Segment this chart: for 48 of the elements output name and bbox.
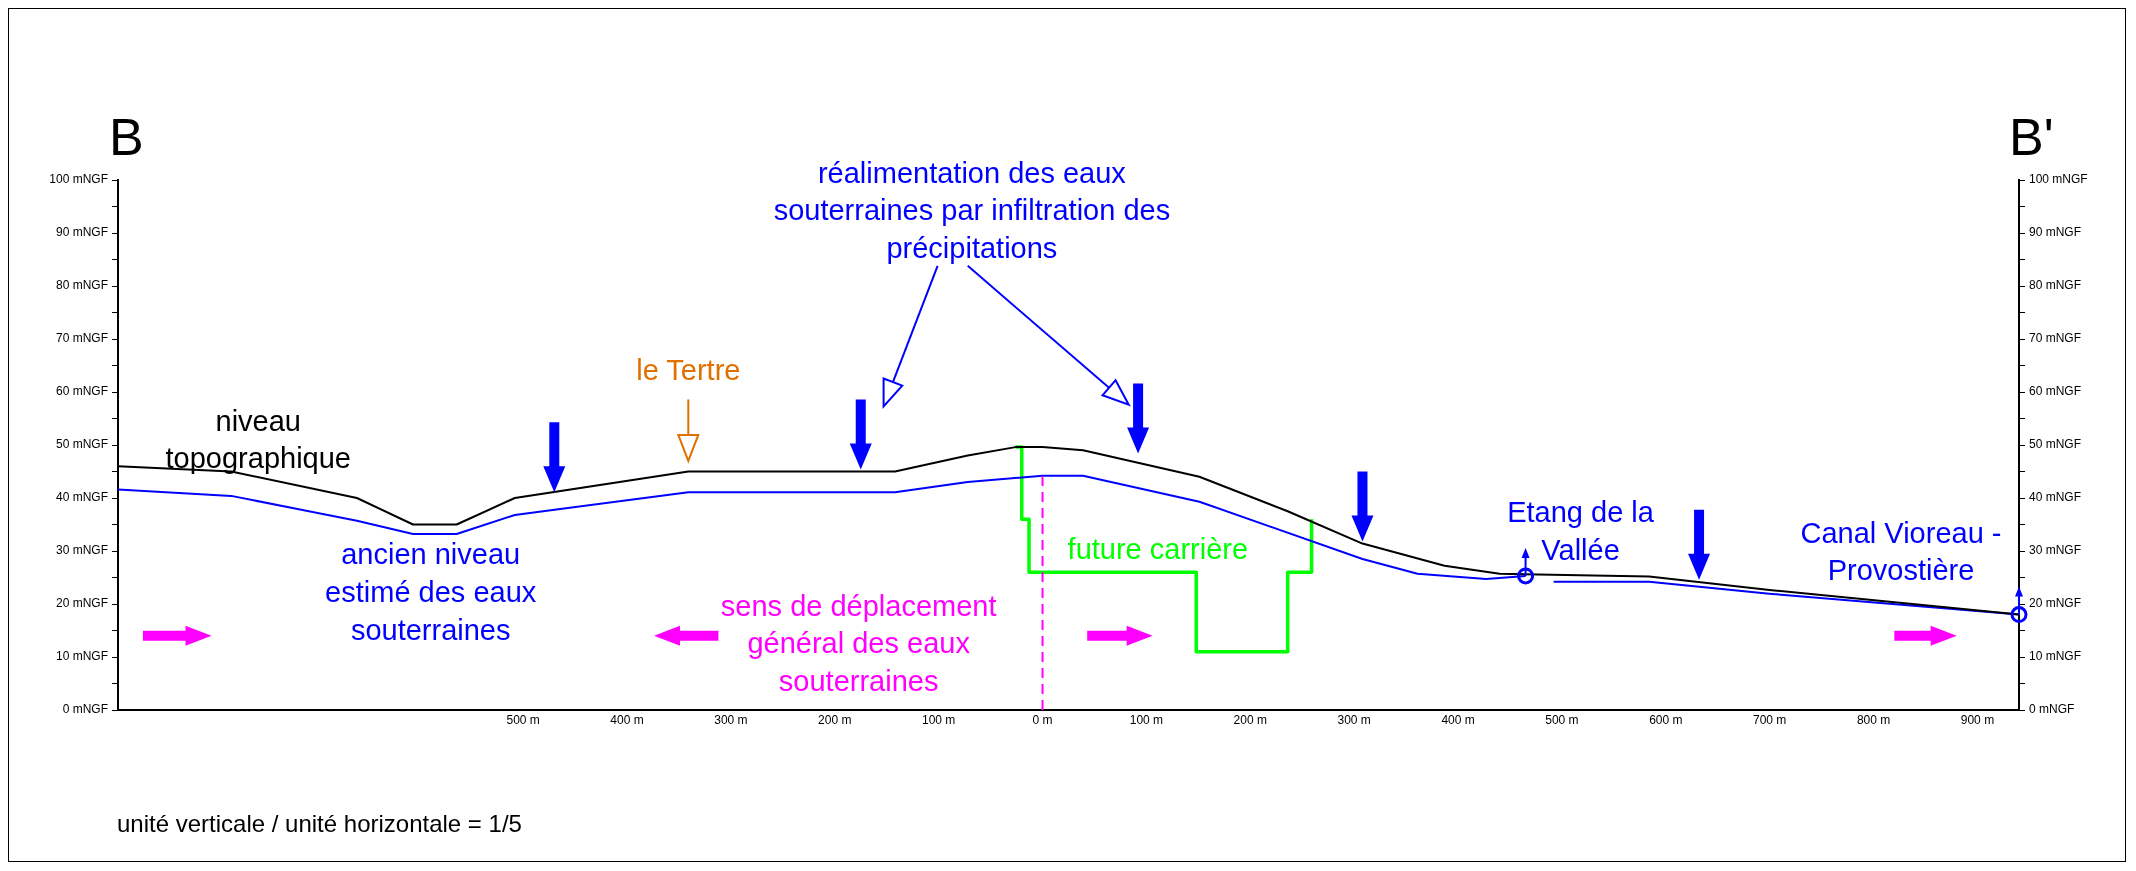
x-tick-label: 0 m [1032, 712, 1053, 727]
x-tick-label: 800 m [1856, 712, 1891, 727]
x-tick-label: 700 m [1753, 712, 1787, 727]
x-tick-label: 400 m [1441, 712, 1475, 727]
y2-tick-label: 40 mNGF [2029, 490, 2082, 505]
y-tick-label: 20 mNGF [55, 596, 108, 611]
annotation: réalimentation des eaux souterraines par infiltration des précipitations [773, 156, 1171, 265]
y-tick-label: 70 mNGF [55, 331, 108, 346]
text: B' [2009, 108, 2054, 167]
y-tick-label: 100 mNGF [49, 172, 108, 187]
annotation: Etang de la Vallée [1507, 495, 1655, 566]
y-tick-label: 80 mNGF [55, 278, 108, 293]
x-tick-label: 600 m [1649, 712, 1683, 727]
x-tick-label: 100 m [921, 712, 956, 727]
y-tick-label: 30 mNGF [55, 543, 108, 558]
y2-tick-label: 50 mNGF [2029, 437, 2082, 452]
x-tick-label: 400 m [610, 712, 644, 727]
x-tick-label: 200 m [1233, 712, 1267, 727]
x-tick-label: 900 m [1960, 712, 1995, 727]
y-tick-label: 60 mNGF [55, 384, 108, 399]
y-tick-label: 90 mNGF [55, 225, 108, 240]
y-tick-label: 10 mNGF [55, 649, 108, 664]
y2-tick-label: 90 mNGF [2029, 225, 2082, 240]
y-tick-label: 50 mNGF [55, 437, 108, 452]
series-label: ancien niveau estimé des eaux souterraines [325, 538, 537, 646]
x-tick-label: 100 m [1129, 712, 1164, 727]
annotation: le Tertre [636, 353, 741, 386]
series-label: niveau topographique [165, 404, 351, 475]
y2-tick-label: 60 mNGF [2029, 384, 2082, 399]
x-tick-label: 300 m [1337, 712, 1371, 727]
y2-tick-label: 30 mNGF [2029, 543, 2082, 558]
y2-tick-label: 20 mNGF [2029, 596, 2082, 611]
y2-tick-label: 10 mNGF [2029, 649, 2082, 664]
series-label: future carrière [1067, 533, 1249, 565]
text: unité verticale / unité horizontale = 1/5 [117, 809, 522, 837]
y2-tick-label: 80 mNGF [2029, 278, 2082, 293]
x-tick-label: 500 m [506, 712, 540, 727]
y-tick-label: 40 mNGF [55, 490, 108, 505]
x-tick-label: 300 m [714, 712, 748, 727]
text: B [109, 108, 144, 167]
ref-line-label: sens de déplacement général des eaux souterraines [720, 589, 997, 698]
y2-tick-label: 70 mNGF [2029, 331, 2082, 346]
y2-tick-label: 0 mNGF [2029, 702, 2075, 717]
y2-tick-label: 100 mNGF [2029, 172, 2088, 187]
annotation: Canal Vioreau - Provostière [1800, 516, 2002, 587]
x-tick-label: 500 m [1545, 712, 1579, 727]
y-tick-label: 0 mNGF [62, 702, 108, 717]
x-tick-label: 200 m [818, 712, 852, 727]
